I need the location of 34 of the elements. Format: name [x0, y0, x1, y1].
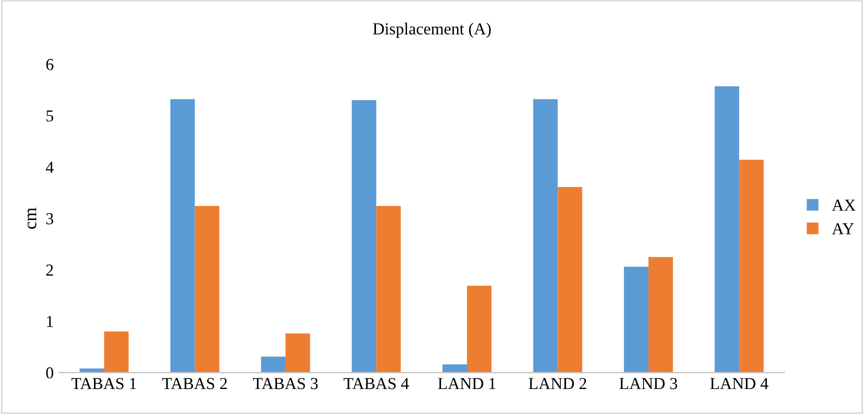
bar: [466, 286, 492, 373]
chart-title: Displacement (A): [373, 22, 491, 38]
y-tick-label: 4: [46, 162, 54, 173]
y-tick-label: 6: [46, 58, 54, 70]
bar: [533, 99, 558, 373]
bar: [558, 187, 582, 373]
legend-label: AY: [832, 223, 854, 234]
bar: [194, 206, 220, 373]
legend-label: AX: [832, 200, 856, 211]
x-tick-label: LAND 4: [710, 378, 768, 390]
x-tick-label: TABAS 3: [252, 378, 318, 390]
x-tick-label: LAND 2: [528, 378, 586, 390]
bar: [624, 266, 648, 373]
x-tick-label: LAND 3: [620, 378, 678, 390]
x-tick-label: TABAS 2: [162, 378, 227, 390]
y-tick-label: 2: [46, 264, 53, 276]
y-tick-label: 3: [46, 213, 54, 224]
x-tick-label: TABAS 4: [344, 378, 409, 390]
x-tick-label: LAND 1: [438, 378, 496, 390]
bar: [714, 86, 740, 373]
bar: [286, 334, 310, 373]
bar: [376, 206, 401, 373]
y-axis-title: cm: [28, 208, 36, 229]
bar: [352, 100, 376, 373]
y-tick-label: 0: [46, 367, 54, 379]
y-tick-label: 5: [46, 110, 54, 122]
bar: [739, 160, 764, 373]
x-tick-label: TABAS 1: [72, 378, 136, 390]
bar: [648, 256, 673, 373]
bar: [442, 364, 467, 373]
bar: [261, 356, 286, 373]
bar: [170, 99, 195, 373]
bar: [104, 331, 129, 373]
y-tick-label: 1: [47, 316, 53, 327]
